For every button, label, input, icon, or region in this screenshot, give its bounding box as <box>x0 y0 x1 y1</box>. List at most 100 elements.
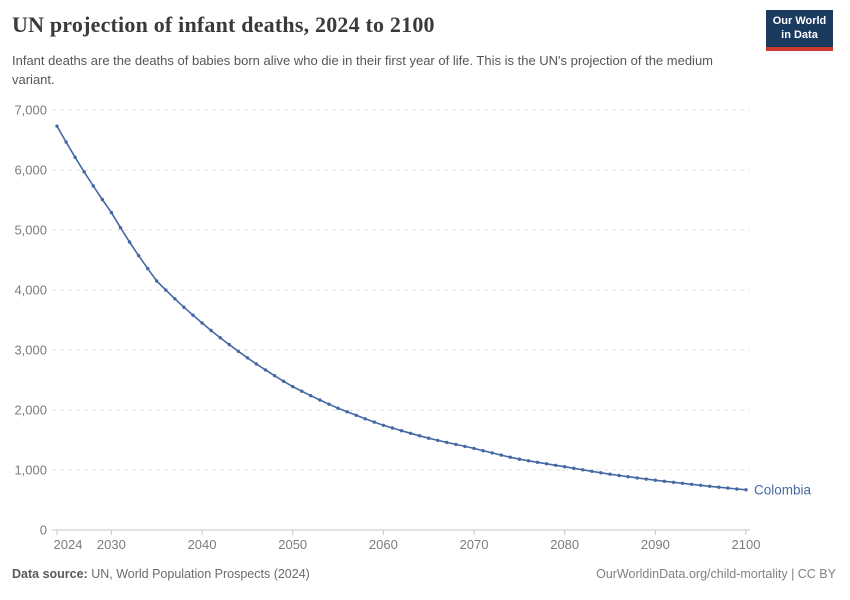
data-point[interactable] <box>680 481 685 485</box>
credit-note: OurWorldinData.org/child-mortality | CC … <box>596 567 836 581</box>
data-point[interactable] <box>626 475 630 479</box>
data-point[interactable] <box>699 483 703 487</box>
data-point[interactable] <box>436 438 440 443</box>
data-point[interactable] <box>499 453 503 457</box>
data-point[interactable] <box>671 480 676 484</box>
y-tick-label: 3,000 <box>14 343 47 358</box>
data-point[interactable] <box>517 457 522 461</box>
data-point[interactable] <box>572 466 576 470</box>
y-tick-label: 5,000 <box>14 223 47 238</box>
data-source-note: Data source: UN, World Population Prospe… <box>12 567 310 581</box>
colombia-end-label: Colombia <box>754 483 812 498</box>
data-source-label: Data source: <box>12 567 88 581</box>
data-point[interactable] <box>608 472 612 476</box>
data-point[interactable] <box>309 394 313 398</box>
data-point[interactable] <box>73 155 77 159</box>
data-point[interactable] <box>644 477 648 481</box>
data-point[interactable] <box>182 305 186 309</box>
data-point[interactable] <box>689 482 694 486</box>
data-point[interactable] <box>281 379 286 383</box>
data-point[interactable] <box>544 462 549 466</box>
data-point[interactable] <box>399 429 404 433</box>
chart-footer: Data source: UN, World Population Prospe… <box>12 567 836 581</box>
data-point[interactable] <box>726 486 730 490</box>
y-tick-label: 0 <box>40 523 47 538</box>
data-point[interactable] <box>155 279 159 283</box>
data-point[interactable] <box>735 487 739 491</box>
data-point[interactable] <box>300 389 304 393</box>
data-point[interactable] <box>490 451 494 455</box>
data-point[interactable] <box>291 384 295 389</box>
colombia-line[interactable] <box>56 125 747 491</box>
data-point[interactable] <box>55 124 59 128</box>
data-point[interactable] <box>408 431 413 435</box>
data-point[interactable] <box>463 444 467 449</box>
data-point[interactable] <box>454 442 458 447</box>
data-point[interactable] <box>263 368 268 372</box>
data-point[interactable] <box>318 398 322 402</box>
data-point[interactable] <box>227 342 231 347</box>
data-point[interactable] <box>590 469 594 473</box>
data-point[interactable] <box>390 426 395 430</box>
data-point[interactable] <box>91 184 96 188</box>
data-point[interactable] <box>617 473 621 478</box>
data-point[interactable] <box>653 478 657 482</box>
data-point[interactable] <box>82 170 86 174</box>
data-point[interactable] <box>744 488 748 492</box>
data-point[interactable] <box>717 485 721 489</box>
owid-logo: Our World in Data <box>766 10 833 51</box>
data-point[interactable] <box>363 417 367 421</box>
data-point[interactable] <box>200 321 204 325</box>
x-tick-label: 2030 <box>97 537 126 552</box>
data-point[interactable] <box>635 476 639 480</box>
data-point[interactable] <box>535 460 540 464</box>
y-tick-label: 7,000 <box>14 103 47 118</box>
data-point[interactable] <box>481 449 485 453</box>
data-point[interactable] <box>372 420 376 424</box>
data-point[interactable] <box>563 465 567 469</box>
data-point[interactable] <box>708 484 712 488</box>
data-point[interactable] <box>526 459 531 463</box>
data-point[interactable] <box>254 362 259 366</box>
chart-title: UN projection of infant deaths, 2024 to … <box>12 12 435 37</box>
y-tick-label: 4,000 <box>14 283 47 298</box>
x-tick-label: 2024 <box>54 537 83 552</box>
y-tick-label: 6,000 <box>14 163 47 178</box>
x-tick-label: 2080 <box>550 537 579 552</box>
data-point[interactable] <box>599 471 603 475</box>
x-tick-label: 2100 <box>732 537 761 552</box>
data-point[interactable] <box>218 336 222 340</box>
y-tick-label: 1,000 <box>14 463 47 478</box>
data-point[interactable] <box>354 413 358 417</box>
data-point[interactable] <box>236 349 240 353</box>
data-point[interactable] <box>100 197 105 202</box>
data-point[interactable] <box>118 226 123 230</box>
data-point[interactable] <box>191 313 195 317</box>
data-point[interactable] <box>146 266 150 271</box>
data-point[interactable] <box>345 410 349 414</box>
x-tick-label: 2090 <box>641 537 670 552</box>
data-point[interactable] <box>472 446 476 451</box>
data-point[interactable] <box>508 455 512 459</box>
data-point[interactable] <box>327 402 331 406</box>
data-point[interactable] <box>109 210 114 215</box>
data-point[interactable] <box>445 440 449 445</box>
data-point[interactable] <box>381 423 386 427</box>
chart-plot-area[interactable]: 0 1,000 2,000 3,000 4,000 5,000 6,000 7,000 2024… <box>0 100 850 560</box>
data-point[interactable] <box>64 140 68 144</box>
chart-subtitle: Infant deaths are the deaths of babies b… <box>12 53 714 87</box>
data-point[interactable] <box>427 436 431 440</box>
data-point[interactable] <box>336 406 340 410</box>
data-point[interactable] <box>173 297 177 301</box>
data-point[interactable] <box>164 288 168 292</box>
data-point[interactable] <box>245 356 250 360</box>
data-point[interactable] <box>127 240 132 244</box>
data-point[interactable] <box>209 328 213 333</box>
data-point[interactable] <box>662 479 667 483</box>
x-tick-label: 2070 <box>460 537 489 552</box>
data-point[interactable] <box>136 253 141 258</box>
data-point[interactable] <box>417 434 422 438</box>
data-point[interactable] <box>272 374 277 378</box>
data-point[interactable] <box>581 468 585 472</box>
data-point[interactable] <box>553 463 558 467</box>
